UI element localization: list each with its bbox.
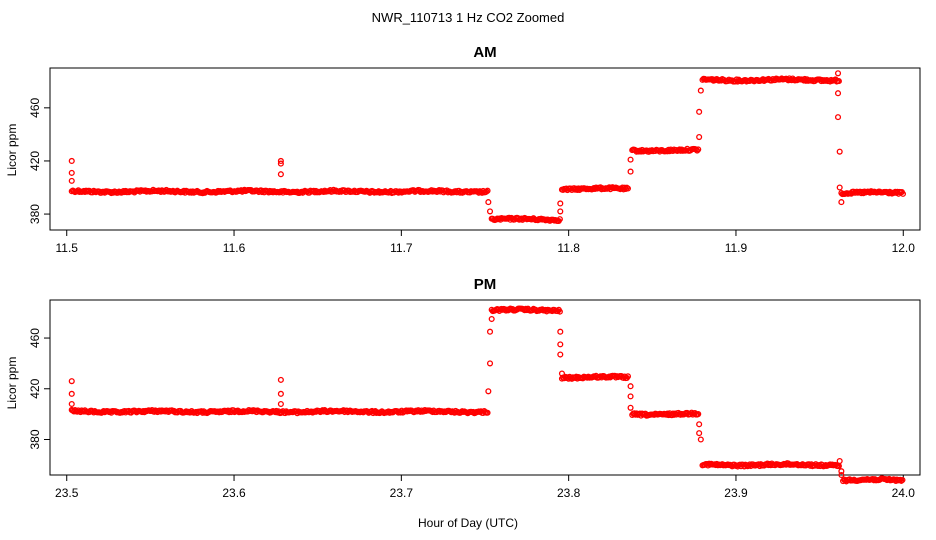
data-point	[696, 134, 703, 141]
data-point	[557, 351, 564, 358]
data-point	[836, 457, 843, 465]
data-point	[695, 146, 702, 153]
data-point	[68, 400, 75, 408]
data-point	[899, 476, 906, 484]
data-point	[277, 400, 284, 408]
x-tick-label: 24.0	[892, 486, 916, 500]
data-point	[68, 157, 75, 165]
data-point	[556, 216, 563, 223]
data-point	[68, 169, 75, 176]
plot-frame	[49, 67, 921, 231]
data-point	[68, 378, 75, 385]
x-axis-label: Hour of Day (UTC)	[418, 516, 518, 530]
plot-frame	[49, 299, 921, 476]
data-point	[488, 315, 495, 323]
y-tick-label: 420	[28, 378, 42, 398]
data-point	[556, 308, 563, 315]
data-point	[558, 370, 566, 377]
data-point	[624, 185, 632, 192]
data-point	[899, 190, 907, 197]
data-point	[68, 177, 75, 184]
data-point	[627, 156, 634, 163]
data-point	[692, 146, 700, 153]
data-point	[834, 90, 842, 97]
y-tick-label: 380	[28, 204, 42, 224]
data-point	[627, 404, 634, 411]
data-point	[836, 184, 843, 191]
x-tick-label: 23.9	[724, 486, 748, 500]
data-point	[835, 78, 842, 85]
y-tick-label: 460	[28, 328, 42, 348]
y-tick-label: 460	[28, 98, 42, 118]
data-point	[695, 411, 702, 418]
x-tick-label: 23.5	[55, 486, 79, 500]
data-point	[836, 148, 843, 155]
x-tick-label: 12.0	[892, 241, 916, 255]
data-point	[277, 160, 284, 167]
data-point	[694, 147, 701, 154]
data-point	[557, 328, 564, 335]
data-point	[485, 388, 492, 395]
data-point	[486, 360, 494, 367]
data-point	[624, 373, 632, 380]
panel-am-plot-area: 11.5 11.6 11.7 11.8 11.9 12.0 380 420 460	[28, 67, 921, 255]
x-tick-label: 11.7	[390, 241, 413, 255]
data-point	[834, 114, 842, 121]
y-tick-label: 420	[28, 151, 42, 171]
data-point	[697, 87, 704, 94]
x-tick-label: 23.6	[222, 486, 246, 500]
panel-pm-title: PM	[474, 276, 497, 293]
data-point	[484, 409, 491, 416]
x-tick-label: 11.6	[223, 241, 246, 255]
panel-pm: PM Licor ppm 23.5 23.6 23.7 23.8 23.9 24.0 380…	[5, 276, 921, 500]
data-points	[68, 70, 907, 225]
data-point	[627, 168, 634, 175]
panel-am-title: AM	[473, 44, 496, 61]
data-point	[557, 208, 564, 215]
panel-am-ylabel: Licor ppm	[5, 124, 19, 177]
x-tick-label: 11.9	[725, 241, 748, 255]
panel-am: AM Licor ppm 11.5 11.6 11.7 11.8 11.9 12.0 380…	[5, 44, 921, 255]
x-tick-label: 11.5	[55, 241, 78, 255]
data-point	[486, 328, 494, 335]
data-point	[696, 421, 703, 428]
data-point	[277, 171, 284, 178]
data-point	[838, 471, 845, 479]
data-point	[897, 476, 904, 483]
figure-title: NWR_110713 1 Hz CO2 Zoomed	[372, 10, 565, 25]
data-point	[697, 436, 704, 443]
data-point	[696, 108, 703, 115]
data-point	[627, 383, 634, 390]
data-point	[838, 199, 845, 206]
y-tick-label: 380	[28, 429, 42, 449]
data-point	[277, 390, 284, 397]
data-point	[68, 390, 75, 397]
panel-pm-ylabel: Licor ppm	[5, 357, 19, 410]
data-point	[838, 468, 845, 475]
x-tick-label: 23.8	[557, 486, 581, 500]
data-point	[277, 376, 284, 383]
data-point	[834, 70, 842, 77]
data-point	[277, 157, 284, 165]
data-point	[557, 341, 564, 348]
data-point	[486, 208, 494, 215]
data-points	[68, 305, 906, 485]
data-point	[485, 199, 492, 206]
x-tick-label: 11.8	[557, 241, 580, 255]
data-point	[483, 188, 490, 195]
x-tick-label: 23.7	[390, 486, 414, 500]
data-point	[484, 187, 491, 194]
data-point	[557, 200, 564, 207]
data-point	[696, 430, 703, 437]
panel-pm-plot-area: 23.5 23.6 23.7 23.8 23.9 24.0 380 420 460	[28, 299, 921, 500]
data-point	[627, 393, 634, 400]
